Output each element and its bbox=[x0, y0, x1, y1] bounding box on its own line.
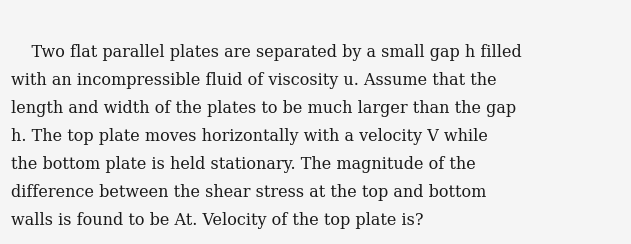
Text: h. The top plate moves horizontally with a velocity V while: h. The top plate moves horizontally with… bbox=[11, 128, 488, 145]
Text: difference between the shear stress at the top and bottom: difference between the shear stress at t… bbox=[11, 184, 487, 201]
Text: walls is found to be At. Velocity of the top plate is?: walls is found to be At. Velocity of the… bbox=[11, 212, 424, 229]
Text: Two flat parallel plates are separated by a small gap h filled: Two flat parallel plates are separated b… bbox=[11, 44, 522, 61]
Text: with an incompressible fluid of viscosity u. Assume that the: with an incompressible fluid of viscosit… bbox=[11, 72, 497, 89]
Text: length and width of the plates to be much larger than the gap: length and width of the plates to be muc… bbox=[11, 100, 517, 117]
Text: the bottom plate is held stationary. The magnitude of the: the bottom plate is held stationary. The… bbox=[11, 156, 476, 173]
